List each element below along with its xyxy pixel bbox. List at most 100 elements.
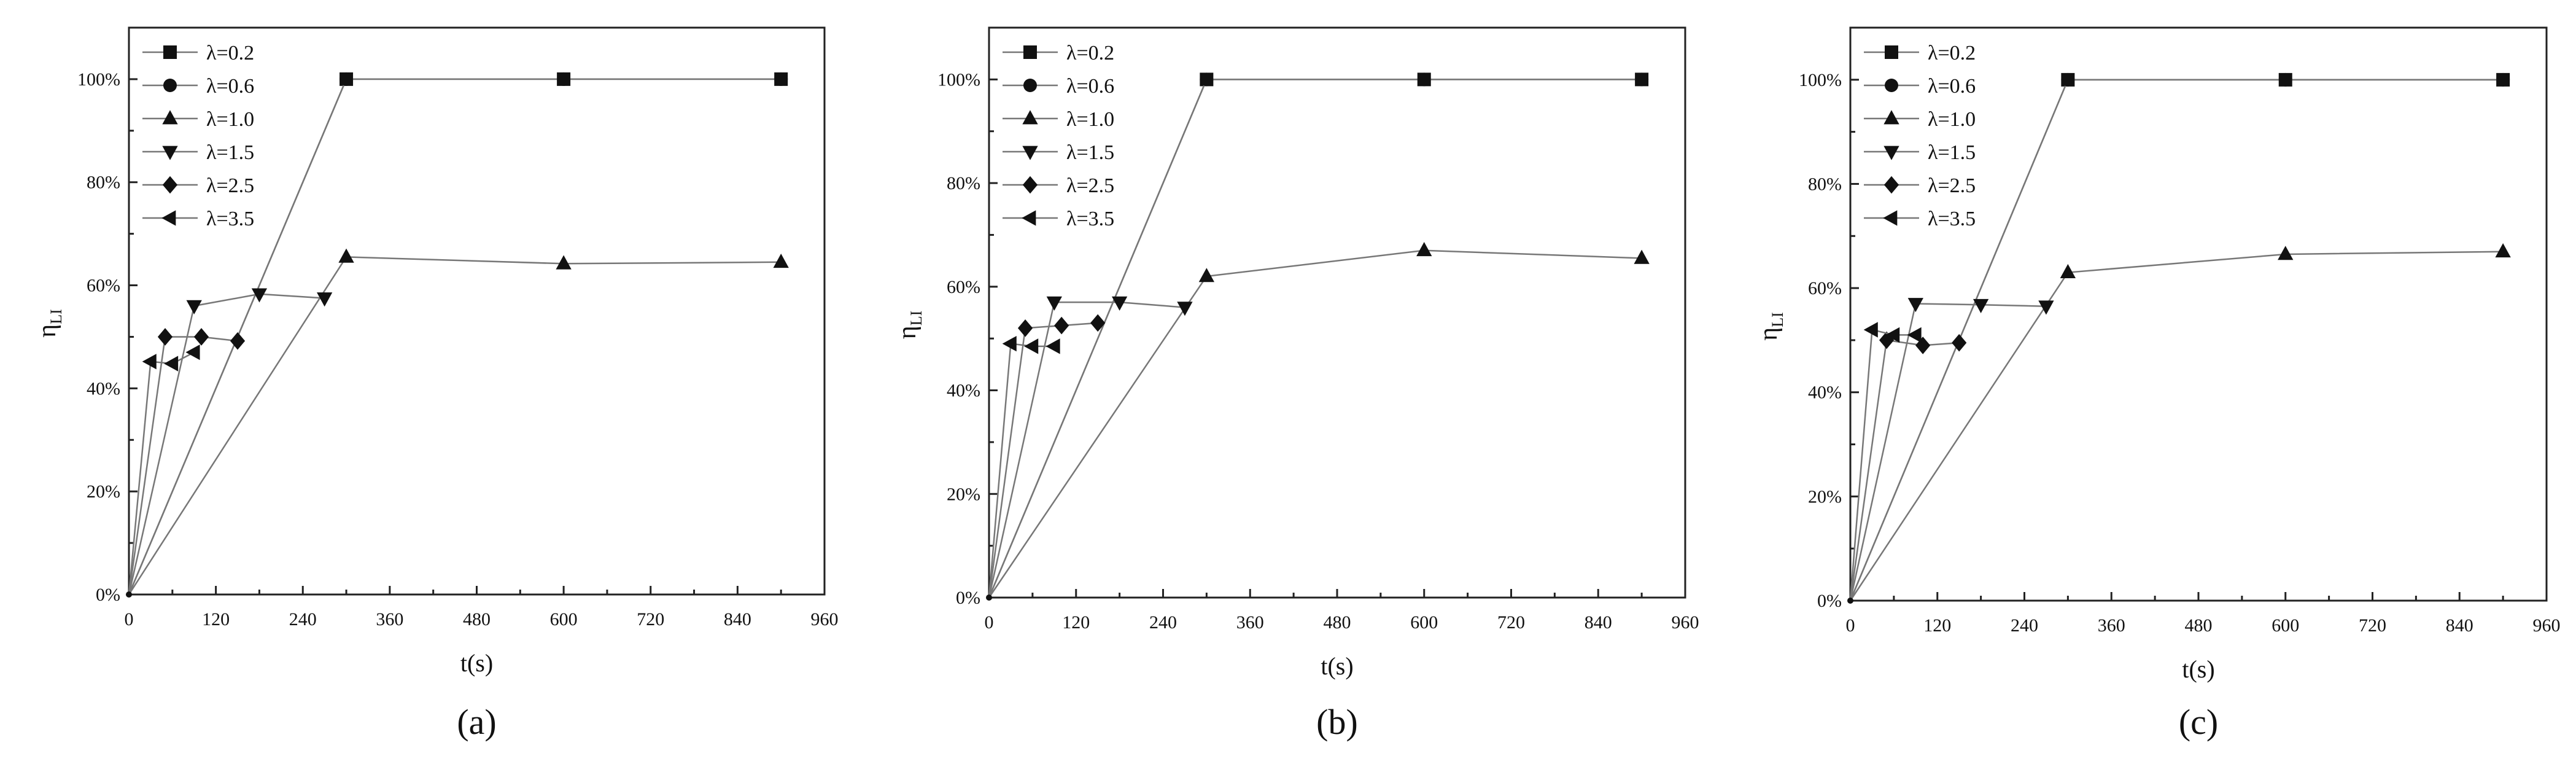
legend-marker [162,176,178,194]
x-tick-label: 360 [2098,615,2125,636]
y-tick-label: 40% [1808,383,1842,403]
legend-label: λ=1.5 [1928,141,1976,164]
legend-label: λ=2.5 [1066,174,1114,197]
legend-label: λ=1.5 [1066,141,1114,164]
series-line [128,256,782,595]
y-tick-label: 80% [87,173,120,193]
legend-label: λ=1.0 [1928,108,1976,131]
legend-marker [1022,146,1038,160]
series-line [988,79,1642,598]
series-3 [1849,243,2511,601]
data-point [1046,338,1060,354]
x-tick-label: 360 [376,609,403,630]
legend-label: λ=3.5 [1066,208,1114,230]
data-point [1198,268,1215,283]
legend: λ=0.2 λ=0.6 λ=1.0 λ=1.5 λ=2.5 λ=3.5 [1864,42,1976,230]
x-tick-label: 600 [550,609,578,630]
legend-label: λ=0.6 [1928,75,1976,98]
legend-marker [1022,210,1036,226]
panel-label: (c) [2179,702,2218,742]
x-axis-label: t(s) [2182,655,2214,683]
legend-marker [1023,45,1037,59]
series-3 [128,248,789,595]
x-tick-label: 840 [2446,615,2473,636]
data-point [773,254,789,268]
x-tick-label: 0 [125,609,134,630]
y-tick-label: 20% [87,481,120,502]
y-tick-label: 100% [77,69,120,90]
origin-point [1847,598,1853,604]
x-tick-label: 120 [202,609,230,630]
legend-label: λ=2.5 [1928,174,1976,197]
x-tick-label: 480 [2185,615,2213,636]
legend-marker [163,45,177,59]
series-2 [988,72,1649,598]
series-line [1849,329,1916,601]
y-axis-label: ηLI [893,311,925,340]
data-point [339,72,354,86]
data-point [556,255,572,270]
chart-panel-3: 0 120 240 360 480 600 720 840 960 0% 20% 40% 60% 80% 1… [1755,26,2561,742]
legend-marker [1885,45,1898,59]
x-tick-label: 720 [2359,615,2386,636]
data-point [1907,327,1922,343]
data-point [1973,298,1989,313]
y-tick-label: 100% [937,69,980,90]
legend-marker [1884,176,1899,194]
legend-label: λ=0.6 [206,75,254,98]
data-point [1885,327,1900,343]
series-line [988,249,1642,598]
x-axis-label: t(s) [460,649,493,677]
data-point [1024,338,1039,354]
data-point [186,300,202,314]
series-4 [128,288,333,595]
data-point [2278,246,2294,260]
data-point [774,72,788,86]
data-point [2060,263,2076,278]
series-line [128,293,325,595]
legend-marker [1884,110,1899,125]
data-point [142,354,157,370]
y-tick-label: 60% [1808,278,1842,298]
origin-point [986,594,992,601]
x-tick-label: 360 [1236,612,1264,633]
y-axis-label: ηLI [1755,312,1787,341]
y-axis-label-sub: LI [907,311,925,326]
data-point [1952,333,1967,352]
y-tick-label: 60% [947,277,980,297]
data-point [338,248,354,263]
legend-label: λ=0.2 [206,42,254,64]
data-point [1417,72,1431,87]
y-tick-label: 0% [96,585,120,605]
legend-label: λ=1.0 [1066,108,1114,131]
legend-label: λ=1.0 [206,108,254,131]
series-6 [1849,322,1922,601]
x-tick-label: 480 [1324,612,1351,633]
panel-label: (a) [457,702,496,742]
legend-marker [1022,110,1038,125]
series-line [1849,303,2046,601]
data-point [2496,72,2510,87]
data-point [1200,72,1214,87]
origin-point [126,591,132,598]
series-5 [128,328,246,595]
y-axis-label: ηLI [33,309,65,338]
legend-marker [1023,79,1037,92]
x-tick-label: 960 [2533,615,2561,636]
y-axis-label-main: η [33,324,61,338]
legend-label: λ=0.6 [1066,75,1114,98]
data-point [1046,296,1062,311]
y-tick-label: 80% [947,173,980,193]
data-point [1634,249,1650,264]
legend-label: λ=2.5 [206,174,254,197]
y-tick-label: 40% [947,381,980,401]
data-point [193,328,209,346]
data-point [557,72,571,86]
x-tick-label: 720 [1497,612,1525,633]
series-5 [988,314,1106,598]
data-point [1090,314,1106,332]
chart-panel-1: 0 120 240 360 480 600 720 840 960 0% 20% 40% 60% 80% 1… [33,26,839,742]
legend-marker [1884,146,1899,160]
y-tick-label: 0% [956,588,980,608]
